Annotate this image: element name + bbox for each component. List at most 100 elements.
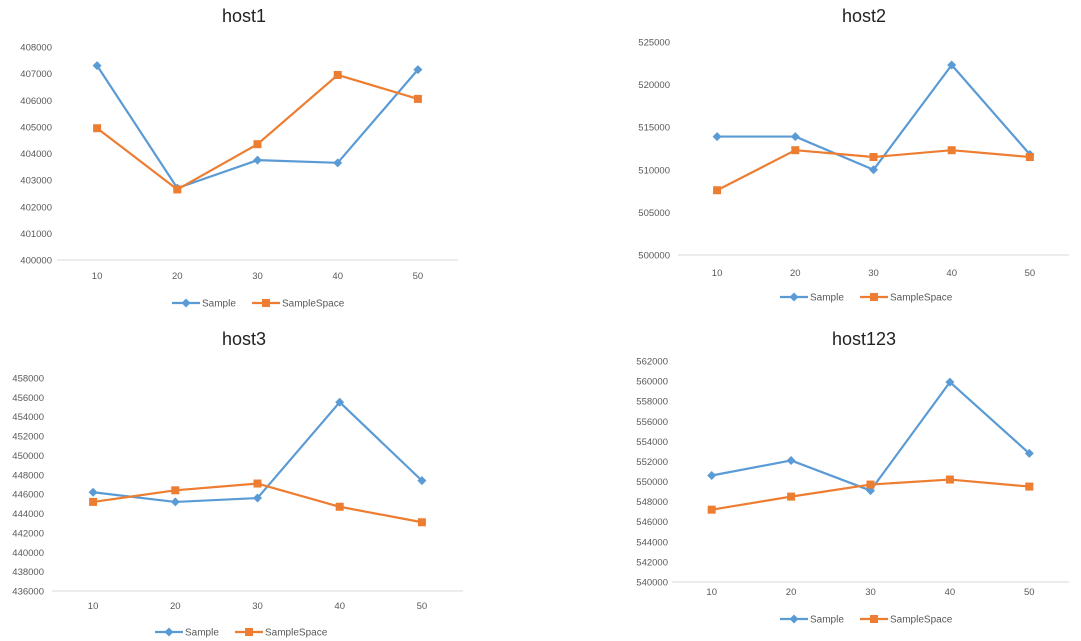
x-tick-label: 40	[946, 268, 957, 279]
y-tick-label: 403000	[20, 176, 52, 187]
legend-item: SampleSpace	[860, 615, 953, 626]
legend-label: Sample	[810, 293, 844, 304]
y-tick-label: 515000	[638, 123, 670, 134]
legend-item: Sample	[780, 293, 844, 304]
data-point	[787, 456, 796, 465]
x-tick-label: 30	[868, 268, 879, 279]
data-point	[414, 95, 422, 103]
data-point	[713, 132, 722, 141]
y-tick-label: 544000	[636, 537, 668, 548]
data-point	[867, 481, 875, 489]
legend: Sample SampleSpace	[172, 299, 345, 310]
legend-marker	[262, 299, 270, 307]
legend-label: Sample	[202, 299, 236, 310]
data-point	[89, 498, 97, 506]
data-point	[791, 132, 800, 141]
legend-item: Sample	[172, 299, 236, 310]
y-tick-label: 400000	[20, 256, 52, 267]
x-tick-label: 40	[945, 587, 956, 598]
y-tick-label: 442000	[12, 528, 44, 539]
y-tick-label: 448000	[12, 470, 44, 481]
chart-title: host1	[222, 6, 266, 26]
data-point	[418, 518, 426, 526]
data-point	[791, 146, 799, 154]
legend-marker	[790, 293, 799, 302]
series-Sample	[89, 398, 427, 507]
y-tick-label: 548000	[636, 497, 668, 508]
chart-host3: host343600043800044000044200044400044600…	[12, 329, 463, 639]
y-tick-label: 542000	[636, 557, 668, 568]
y-tick-label: 552000	[636, 457, 668, 468]
data-point	[1026, 153, 1034, 161]
y-tick-label: 525000	[638, 38, 670, 49]
chart-title: host3	[222, 329, 266, 349]
data-point	[89, 488, 98, 497]
series-line	[93, 484, 422, 523]
data-point	[334, 71, 342, 79]
y-tick-label: 406000	[20, 96, 52, 107]
x-tick-label: 10	[92, 271, 103, 282]
legend-item: SampleSpace	[235, 628, 328, 639]
y-tick-label: 450000	[12, 451, 44, 462]
x-tick-label: 50	[413, 271, 424, 282]
data-point	[253, 156, 262, 165]
legend-label: SampleSpace	[890, 615, 953, 626]
y-tick-label: 438000	[12, 567, 44, 578]
y-tick-label: 404000	[20, 149, 52, 160]
x-tick-label: 20	[790, 268, 801, 279]
data-point	[1025, 483, 1033, 491]
legend-item: Sample	[155, 628, 219, 639]
y-tick-label: 456000	[12, 393, 44, 404]
x-tick-label: 50	[417, 601, 428, 612]
data-point	[171, 486, 179, 494]
data-point	[708, 506, 716, 514]
data-point	[707, 471, 716, 480]
y-tick-label: 510000	[638, 165, 670, 176]
y-tick-label: 546000	[636, 517, 668, 528]
y-tick-label: 556000	[636, 417, 668, 428]
legend-marker	[870, 293, 878, 301]
x-tick-label: 20	[786, 587, 797, 598]
legend: Sample SampleSpace	[780, 615, 953, 626]
legend-label: SampleSpace	[890, 293, 953, 304]
y-tick-label: 405000	[20, 122, 52, 133]
chart-host1: host140000040100040200040300040400040500…	[20, 6, 458, 310]
legend-marker	[182, 299, 191, 308]
legend-item: Sample	[780, 615, 844, 626]
series-Sample	[707, 378, 1034, 495]
x-tick-label: 10	[88, 601, 99, 612]
x-tick-label: 30	[865, 587, 876, 598]
series-line	[712, 382, 1030, 490]
data-point	[948, 146, 956, 154]
y-tick-label: 402000	[20, 202, 52, 213]
chart-title: host2	[842, 6, 886, 26]
data-point	[173, 185, 181, 193]
y-tick-label: 540000	[636, 578, 668, 589]
y-tick-label: 440000	[12, 548, 44, 559]
series-line	[97, 75, 418, 189]
data-point	[93, 124, 101, 132]
y-tick-label: 500000	[638, 251, 670, 262]
series-SampleSpace	[93, 71, 422, 193]
y-tick-label: 558000	[636, 397, 668, 408]
chart-host2: host2 500000 505000 510000 515000 520000 52500…	[638, 6, 1069, 304]
y-tick-label: 554000	[636, 437, 668, 448]
data-point	[713, 186, 721, 194]
chart-title: host123	[832, 329, 896, 349]
y-tick-label: 454000	[12, 412, 44, 423]
x-tick-label: 50	[1024, 587, 1035, 598]
legend-item: SampleSpace	[252, 299, 345, 310]
legend-marker	[870, 615, 878, 623]
data-point	[787, 493, 795, 501]
x-tick-label: 40	[334, 601, 345, 612]
y-tick-label: 550000	[636, 477, 668, 488]
series-Sample	[93, 61, 423, 192]
y-tick-label: 560000	[636, 377, 668, 388]
y-tick-label: 436000	[12, 587, 44, 598]
y-tick-label: 562000	[636, 357, 668, 368]
y-tick-label: 452000	[12, 432, 44, 443]
x-tick-label: 40	[332, 271, 343, 282]
legend-label: Sample	[185, 628, 219, 639]
data-point	[946, 476, 954, 484]
